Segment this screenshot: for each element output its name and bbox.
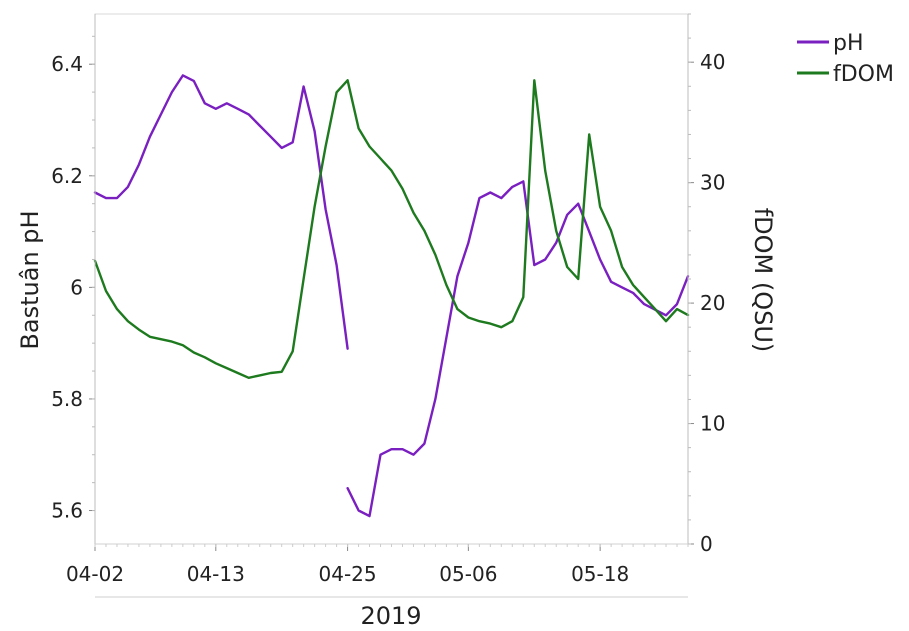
y-left-ticks: 5.6 5.8 6 6.2 6.4	[51, 35, 95, 523]
y-right-tick-label: 20	[700, 291, 725, 315]
plot-frame	[94, 13, 689, 545]
y-right-tick-label: 0	[700, 532, 713, 556]
y-left-tick-label: 5.8	[51, 387, 83, 411]
series-line-ph	[93, 74, 349, 350]
x-tick-label: 04-25	[319, 562, 377, 586]
y-left-tick-label: 5.6	[51, 499, 83, 523]
y-right-ticks: 0 10 20 30 40	[688, 13, 725, 556]
legend-label-ph: pH	[833, 31, 864, 56]
series-line-ph	[346, 180, 690, 518]
y-left-tick-label: 6	[70, 275, 83, 299]
legend: pH fDOM	[797, 31, 894, 87]
plot-area	[93, 74, 690, 518]
y-right-tick-label: 40	[700, 50, 725, 74]
x-axis-title: 2019	[360, 602, 421, 630]
x-tick-label: 04-13	[187, 562, 245, 586]
x-ticks: 04-02 04-13 04-25 05-06 05-18	[66, 544, 689, 586]
x-tick-label: 04-02	[66, 562, 124, 586]
x-tick-label: 05-18	[571, 562, 629, 586]
y-left-tick-label: 6.2	[51, 164, 83, 188]
y-left-axis-title: Bastuân pH	[16, 210, 44, 349]
legend-label-fdom: fDOM	[833, 62, 894, 87]
y-right-tick-label: 10	[700, 412, 725, 436]
series-line-fdom	[93, 79, 690, 379]
y-right-axis-title: fDOM (QSU)	[749, 208, 777, 353]
y-left-tick-label: 6.4	[51, 52, 83, 76]
x-tick-label: 05-06	[439, 562, 497, 586]
y-right-tick-label: 30	[700, 171, 725, 195]
